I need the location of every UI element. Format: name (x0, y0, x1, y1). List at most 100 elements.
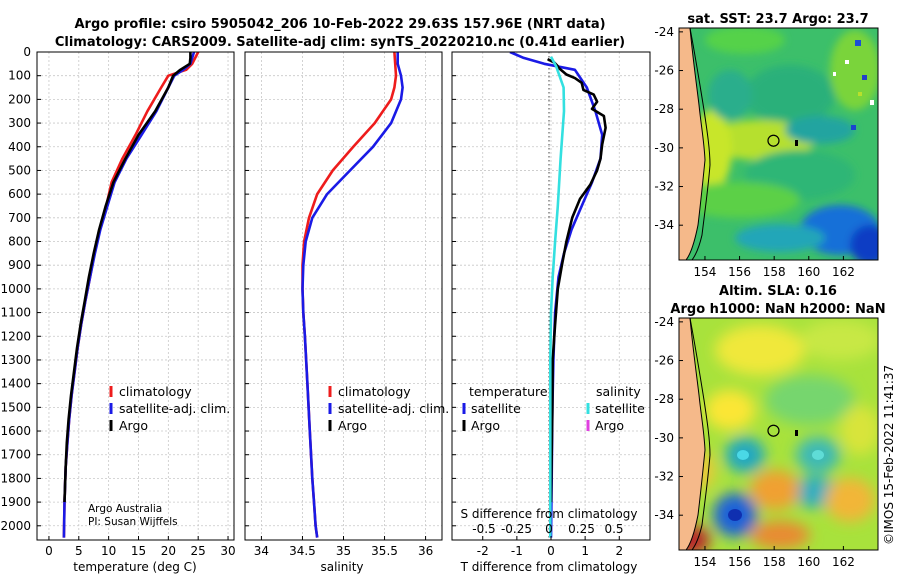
map-xtick-label: 158 (763, 265, 786, 279)
ytick-label: 700 (8, 211, 31, 225)
temperature-panel: 0 5 10 15 20 25 30 0 100 200 300 400 500 600 700 800 90… (0, 45, 235, 574)
legend-climatology-sal: climatology (338, 384, 411, 399)
map-ytick-label: -34 (654, 218, 674, 232)
ytick-label: 1500 (0, 400, 31, 414)
legend-satellite-adj-sal: satellite-adj. clim. (338, 401, 449, 416)
temperature-legend: climatology satellite-adj. clim. Argo (109, 384, 230, 433)
map-ytick-label: -30 (654, 141, 674, 155)
xtick-label: 10 (101, 544, 116, 558)
difference-panel: -2 -1 0 1 2 temperature satellite Argo salin… (451, 51, 651, 574)
ytick-label: 1400 (0, 377, 31, 391)
ytick-label: 200 (8, 92, 31, 106)
ytick-label: 1000 (0, 282, 31, 296)
xtick-label: 0 (45, 544, 53, 558)
xtick-label: 5 (75, 544, 83, 558)
legend-t-satellite: satellite (471, 401, 521, 416)
legend-climatology: climatology (119, 384, 192, 399)
difference-legend-temperature: temperature satellite Argo (462, 384, 548, 433)
figure-title-line-1: Argo profile: csiro 5905042_206 10-Feb-2… (74, 17, 605, 32)
map-xtick-label: 154 (694, 265, 717, 279)
sst-float-marker (767, 134, 780, 147)
sla-map-panel: Altim. SLA: 0.16 Argo h1000: NaN h2000: … (654, 284, 885, 569)
difference-legend-salinity: salinity satellite Argo (586, 384, 645, 433)
xtick2-label: -0.5 (472, 522, 495, 536)
xtick-label: 35 (336, 544, 351, 558)
sla-map-title-2: Argo h1000: NaN h2000: NaN (670, 302, 885, 317)
ytick-label: 300 (8, 116, 31, 130)
xtick-label: 20 (161, 544, 176, 558)
map-ytick-label: -32 (654, 470, 674, 484)
series-line-argo (63, 52, 192, 503)
map-xtick-label: 154 (694, 555, 717, 569)
legend-salinity-title: salinity (596, 384, 641, 399)
side-stamp: ©IMOS 15-Feb-2022 11:41:37 (882, 365, 896, 545)
salinity-legend: climatology satellite-adj. clim. Argo (328, 384, 449, 433)
map-xtick-label: 160 (797, 265, 820, 279)
map-xtick-label: 158 (763, 555, 786, 569)
xtick-label: 25 (191, 544, 206, 558)
legend-s-argo: Argo (595, 418, 624, 433)
ytick-label: 500 (8, 163, 31, 177)
xtick2-label: 0.25 (568, 522, 595, 536)
ytick-label: 1800 (0, 471, 31, 485)
xtick-label: 30 (220, 544, 235, 558)
sla-float-marker (767, 424, 780, 437)
series-line-t-argo (546, 57, 607, 503)
map-ytick-label: -28 (654, 392, 674, 406)
sst-map-title: sat. SST: 23.7 Argo: 23.7 (687, 12, 868, 27)
xtick2-label: 0 (545, 522, 553, 536)
xtick2-label: -0.25 (501, 522, 532, 536)
ytick-label: 100 (8, 69, 31, 83)
map-ytick-label: -24 (654, 315, 674, 329)
ytick-label: 2000 (0, 519, 31, 533)
ytick-label: 1300 (0, 353, 31, 367)
ytick-label: 600 (8, 187, 31, 201)
xtick-label: 15 (131, 544, 146, 558)
ytick-label: 1700 (0, 448, 31, 462)
legend-s-satellite: satellite (595, 401, 645, 416)
map-xtick-label: 162 (832, 265, 855, 279)
series-line-satellite-adj-clim- (301, 52, 404, 538)
map-ytick-label: -26 (654, 64, 674, 78)
map-ytick-label: -28 (654, 102, 674, 116)
ytick-label: 800 (8, 235, 31, 249)
xtick2-label: 0.5 (604, 522, 623, 536)
figure-title-line-2: Climatology: CARS2009. Satellite-adj cli… (55, 35, 625, 50)
s-difference-xlabel: S difference from climatology (461, 507, 638, 521)
map-xtick-label: 156 (728, 555, 751, 569)
ytick-label: 0 (23, 45, 31, 59)
xtick-label: 1 (581, 544, 589, 558)
credit-org: Argo Australia (88, 503, 162, 515)
series-line-s-satellite (548, 56, 566, 538)
salinity-panel: 34 34.5 35 35.5 36 salinity climatology sate… (244, 51, 449, 574)
temperature-xlabel: temperature (deg C) (73, 560, 196, 574)
map-ytick-label: -34 (654, 508, 674, 522)
ytick-label: 1600 (0, 424, 31, 438)
salinity-xlabel: salinity (320, 560, 363, 574)
xtick-label: -2 (477, 544, 489, 558)
xtick-label: 34 (254, 544, 269, 558)
legend-argo-sal: Argo (338, 418, 367, 433)
map-ytick-label: -26 (654, 354, 674, 368)
xtick-label: 0 (547, 544, 555, 558)
map-xtick-label: 160 (797, 555, 820, 569)
xtick-label: -1 (511, 544, 523, 558)
t-difference-xlabel: T difference from climatology (460, 560, 638, 574)
legend-argo: Argo (119, 418, 148, 433)
ytick-label: 1100 (0, 306, 31, 320)
legend-satellite-adj: satellite-adj. clim. (119, 401, 230, 416)
map-xtick-label: 162 (832, 555, 855, 569)
ytick-label: 1200 (0, 329, 31, 343)
xtick-label: 34.5 (289, 544, 316, 558)
credit-pi: PI: Susan Wijffels (88, 516, 178, 528)
map-ytick-label: -32 (654, 180, 674, 194)
legend-t-argo: Argo (471, 418, 500, 433)
ytick-label: 1900 (0, 495, 31, 509)
xtick-label: 2 (615, 544, 623, 558)
map-ytick-label: -30 (654, 431, 674, 445)
xtick-label: 35.5 (371, 544, 398, 558)
xtick-label: 36 (418, 544, 433, 558)
sst-map-panel: sat. SST: 23.7 Argo: 23.7 (654, 12, 879, 279)
ytick-label: 400 (8, 140, 31, 154)
